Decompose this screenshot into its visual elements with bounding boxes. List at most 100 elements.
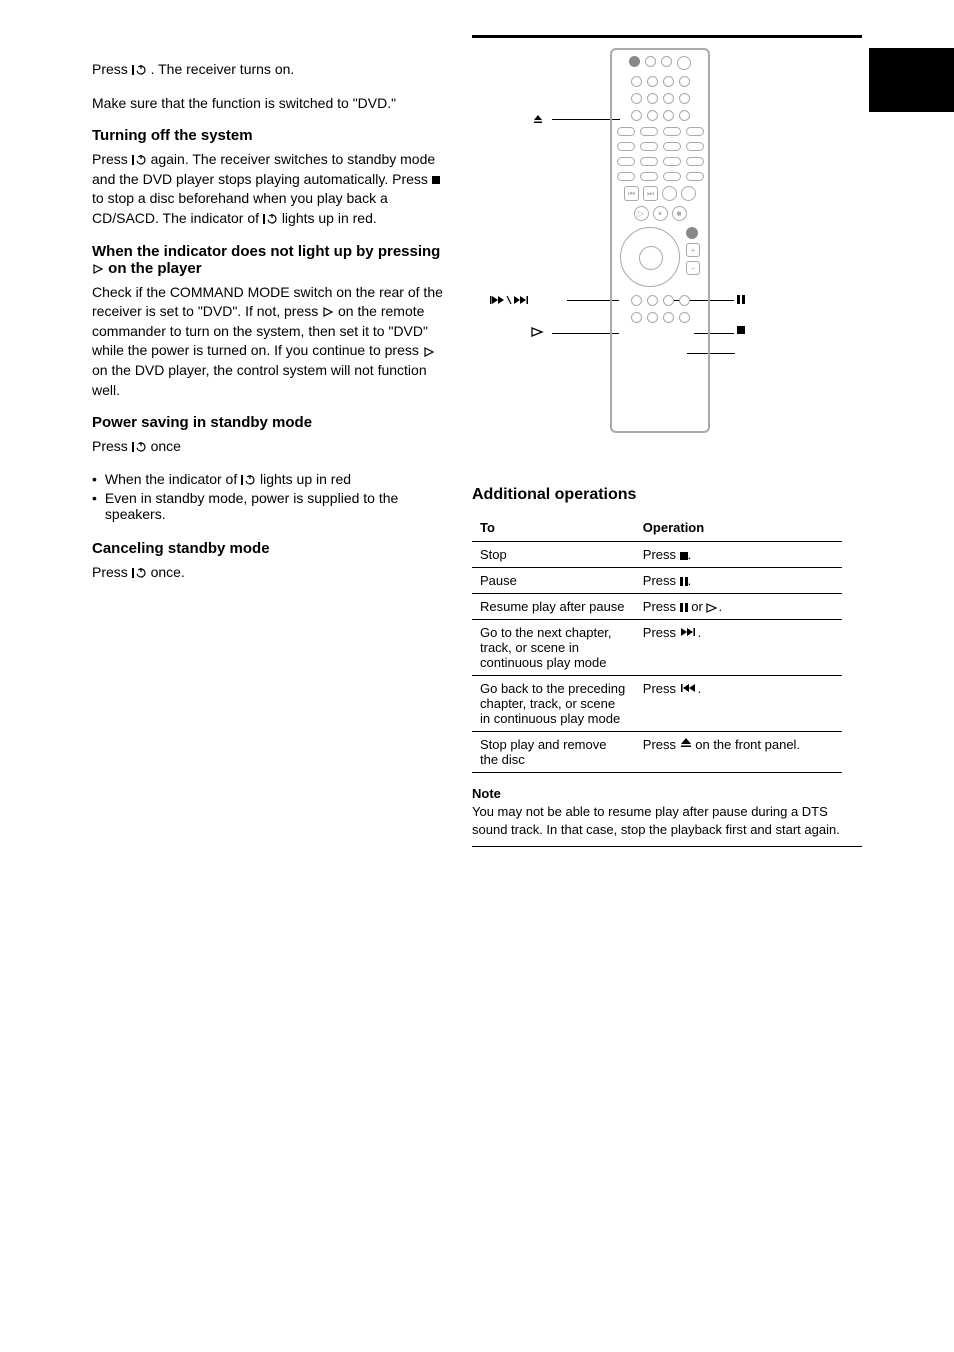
- remote-button[interactable]: [647, 110, 658, 121]
- text: once: [151, 438, 181, 454]
- remote-button[interactable]: [677, 56, 691, 70]
- remote-button[interactable]: [663, 110, 674, 121]
- play-button[interactable]: ▷: [634, 206, 649, 221]
- power-icon: [132, 567, 147, 579]
- prevnext-label: [490, 294, 530, 306]
- eject-label: [532, 113, 544, 125]
- remote-button[interactable]: [663, 172, 681, 181]
- remote-button[interactable]: [647, 295, 658, 306]
- bullet-text: Even in standby mode, power is supplied …: [105, 490, 452, 522]
- remote-body: ⏮ ⏭ ▷ ⏸ ■ + −: [610, 48, 710, 433]
- remote-button[interactable]: [631, 93, 642, 104]
- stop-icon: [432, 176, 440, 184]
- cell-op: Press .: [635, 542, 842, 568]
- remote-button[interactable]: [663, 142, 681, 151]
- remote-button[interactable]: [631, 312, 642, 323]
- text: When the indicator does not light up by …: [92, 243, 440, 260]
- remote-button[interactable]: [679, 295, 690, 306]
- remote-button[interactable]: [663, 127, 681, 136]
- remote-button[interactable]: [647, 312, 658, 323]
- remote-button[interactable]: [663, 157, 681, 166]
- remote-button[interactable]: [617, 127, 635, 136]
- pause-icon: [680, 577, 688, 586]
- remote-button[interactable]: [679, 110, 690, 121]
- bullet-marker: •: [92, 471, 97, 487]
- indicator-para: Check if the COMMAND MODE switch on the …: [92, 283, 452, 401]
- remote-button[interactable]: [617, 142, 635, 151]
- remote-button[interactable]: [686, 172, 704, 181]
- text: Press: [92, 564, 132, 580]
- cell-op: Press .: [635, 676, 842, 732]
- scan-back-button[interactable]: [662, 186, 677, 201]
- remote-button[interactable]: [631, 295, 642, 306]
- text: Press: [92, 438, 132, 454]
- leader-line: [552, 333, 619, 334]
- cell-to: Stop play and remove the disc: [472, 732, 635, 773]
- prev-icon: [680, 681, 698, 696]
- play-label: [530, 326, 544, 338]
- remote-button[interactable]: [686, 142, 704, 151]
- remote-button[interactable]: [640, 157, 658, 166]
- remote-button[interactable]: [679, 76, 690, 87]
- remote-button[interactable]: [647, 76, 658, 87]
- heading-cancel-standby: Canceling standby mode: [92, 540, 452, 557]
- remote-button[interactable]: [679, 93, 690, 104]
- stop-label: [737, 326, 745, 334]
- note-label: Note: [472, 786, 501, 801]
- remote-button[interactable]: [663, 93, 674, 104]
- scan-fwd-button[interactable]: [681, 186, 696, 201]
- power-icon: [132, 154, 147, 166]
- bullet-marker: •: [92, 490, 97, 506]
- remote-button[interactable]: [617, 157, 635, 166]
- table-row: Stop Press .: [472, 542, 842, 568]
- remote-button[interactable]: [640, 142, 658, 151]
- heading-turn-off: Turning off the system: [92, 127, 452, 144]
- pause-button[interactable]: ⏸: [653, 206, 668, 221]
- cell-op: Press .: [635, 568, 842, 594]
- remote-button[interactable]: [679, 312, 690, 323]
- remote-button[interactable]: [661, 56, 672, 67]
- text: on the DVD player, the control system wi…: [92, 362, 427, 398]
- right-column: ⏮ ⏭ ▷ ⏸ ■ + − Additional operati: [472, 35, 862, 847]
- remote-button[interactable]: [663, 312, 674, 323]
- power-icon: [132, 441, 147, 453]
- heading-power-save: Power saving in standby mode: [92, 414, 452, 431]
- nav-pad[interactable]: [620, 227, 680, 287]
- remote-button[interactable]: [631, 110, 642, 121]
- remote-button[interactable]: [686, 157, 704, 166]
- vol-down-button[interactable]: −: [686, 261, 700, 275]
- remote-button[interactable]: [640, 172, 658, 181]
- eject-icon: [680, 737, 692, 752]
- side-tab: [869, 48, 954, 112]
- play-icon: [706, 603, 718, 613]
- turn-off-para: Press again. The receiver switches to st…: [92, 150, 452, 228]
- next-button[interactable]: ⏭: [643, 186, 658, 201]
- remote-button[interactable]: [647, 93, 658, 104]
- remote-button[interactable]: [629, 56, 640, 67]
- remote-button[interactable]: [663, 76, 674, 87]
- bullet: • When the indicator of lights up in red: [92, 471, 452, 487]
- stop-button[interactable]: ■: [672, 206, 687, 221]
- power-icon: [132, 64, 147, 76]
- bullet: • Even in standby mode, power is supplie…: [92, 490, 452, 522]
- cell-op: Press or .: [635, 594, 842, 620]
- cancel-para: Press once.: [92, 563, 452, 583]
- remote-button[interactable]: [640, 127, 658, 136]
- next-icon: [680, 625, 698, 640]
- note: Note You may not be able to resume play …: [472, 785, 862, 847]
- vol-up-button[interactable]: +: [686, 243, 700, 257]
- cell-to: Go to the next chapter, track, or scene …: [472, 620, 635, 676]
- heading-indicator: When the indicator does not light up by …: [92, 243, 452, 277]
- play-icon: [423, 346, 435, 358]
- remote-button[interactable]: [686, 127, 704, 136]
- prev-button[interactable]: ⏮: [624, 186, 639, 201]
- eject-icon: [532, 113, 544, 125]
- stop-icon: [737, 326, 745, 334]
- text: lights up in red.: [282, 210, 377, 226]
- remote-button[interactable]: [645, 56, 656, 67]
- table-row: Resume play after pause Press or .: [472, 594, 842, 620]
- remote-button[interactable]: [617, 172, 635, 181]
- remote-button[interactable]: [686, 227, 698, 239]
- remote-button[interactable]: [663, 295, 674, 306]
- remote-button[interactable]: [631, 76, 642, 87]
